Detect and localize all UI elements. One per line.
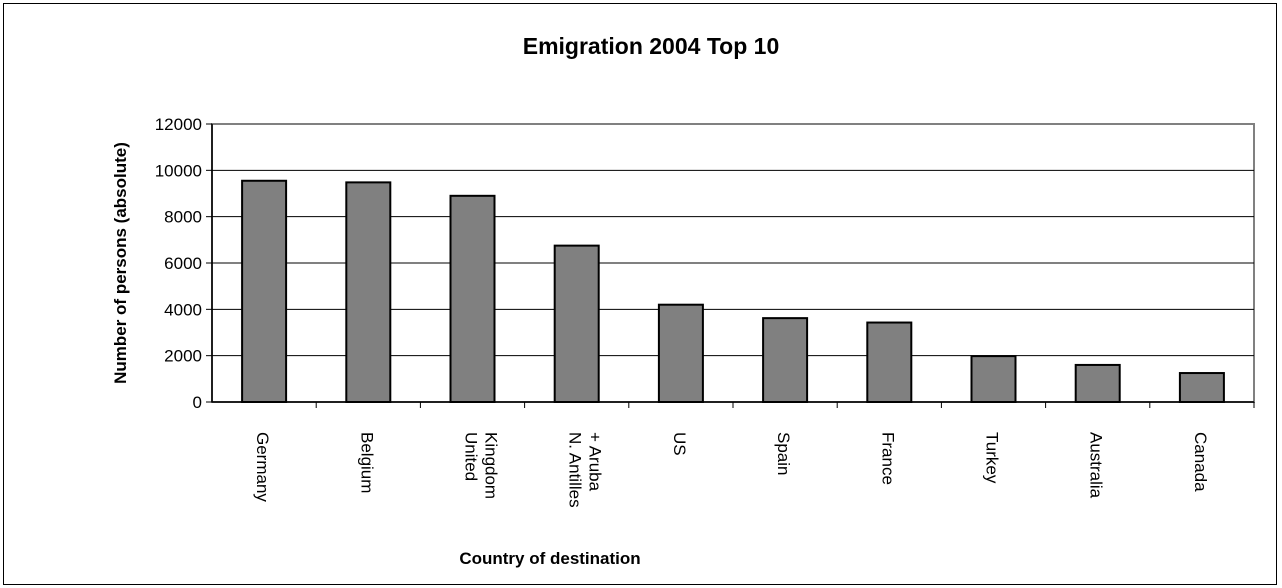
y-axis-title: Number of persons (absolute): [111, 142, 130, 384]
x-tick-label: Australia: [1087, 432, 1106, 499]
bar: [866, 321, 913, 403]
y-tick-label: 10000: [155, 161, 202, 180]
bar: [762, 317, 809, 403]
x-tick-label: + Aruba: [586, 432, 605, 492]
x-tick-label: N. Antilles: [566, 432, 585, 508]
x-tick-label: Canada: [1191, 432, 1210, 492]
bar: [1178, 372, 1225, 403]
y-tick-label: 4000: [164, 300, 202, 319]
bar: [553, 244, 600, 403]
x-tick-label: Spain: [774, 432, 793, 475]
x-tick-label: United: [462, 432, 481, 481]
y-tick-label: 12000: [155, 115, 202, 134]
x-tick-label: Kingdom: [482, 432, 501, 499]
bar: [241, 179, 288, 403]
x-axis-title: Country of destination: [459, 549, 640, 568]
x-tick-label: Belgium: [357, 432, 376, 493]
y-tick-label: 8000: [164, 208, 202, 227]
bar: [970, 355, 1017, 404]
plot-area: 0 2000 4000 6000 8000 10000 12000 Germany Belgiu…: [155, 115, 1255, 508]
bar: [345, 181, 392, 403]
y-tick-label: 2000: [164, 347, 202, 366]
x-tick-label: Germany: [253, 432, 272, 502]
x-tick-label: Turkey: [983, 432, 1002, 484]
y-tick-label: 6000: [164, 254, 202, 273]
bar: [1074, 363, 1121, 403]
x-tick-label: US: [670, 432, 689, 456]
bar: [657, 303, 704, 404]
y-tick-label: 0: [193, 393, 202, 412]
chart-title: Emigration 2004 Top 10: [523, 33, 779, 59]
bar: [449, 194, 496, 403]
x-tick-label: France: [878, 432, 897, 485]
